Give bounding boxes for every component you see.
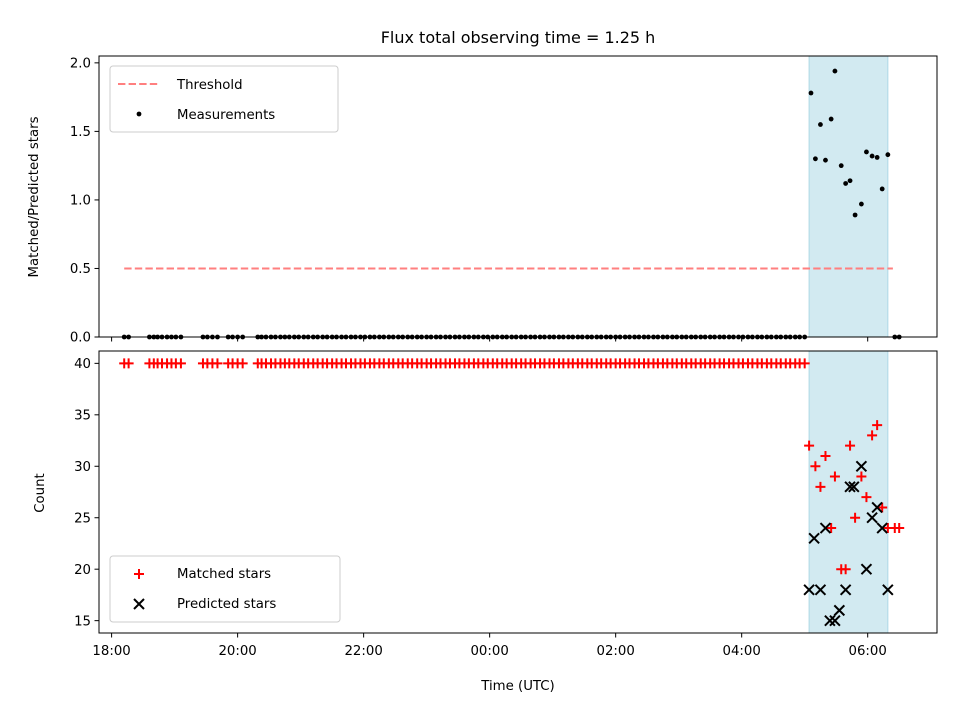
measurement-point	[823, 157, 828, 163]
x-tick-label: 02:00	[596, 644, 634, 659]
measurement-point	[843, 181, 849, 186]
legend-predicted-label: Predicted stars	[177, 597, 276, 612]
predicted-star-marker	[829, 614, 841, 627]
count-y-axis-label: Count	[33, 473, 48, 513]
matched-star-marker	[867, 430, 878, 441]
predicted-star-marker	[860, 563, 873, 575]
matched-star-marker	[826, 523, 837, 534]
axes-frame	[98, 55, 938, 338]
measurement-point	[808, 90, 814, 96]
matched-star-marker	[872, 420, 883, 431]
observing-window-shade	[808, 55, 889, 338]
count-legend-box	[109, 555, 341, 623]
measurement-point	[838, 163, 844, 169]
matched-star-marker	[799, 358, 810, 369]
matched-star-marker	[212, 358, 223, 369]
matched-star-marker	[850, 512, 861, 523]
predicted-star-marker	[866, 512, 878, 524]
legend-matched-label: Matched stars	[177, 567, 271, 582]
predicted-star-marker	[133, 598, 145, 610]
legend-measurement-swatch	[136, 111, 142, 117]
measurement-point	[869, 153, 875, 159]
matched-star-marker	[810, 461, 821, 472]
measurement-point	[832, 68, 838, 74]
predicted-star-marker	[803, 584, 815, 596]
predicted-star-marker	[844, 481, 856, 493]
axes-frame	[98, 350, 938, 634]
x-tick-label: 06:00	[849, 644, 887, 659]
y-tick-label: 25	[74, 511, 91, 526]
predicted-star-marker	[824, 614, 836, 627]
chart-title: Flux total observing time = 1.25 h	[381, 28, 656, 47]
predicted-star-marker	[876, 522, 888, 534]
y-tick-label: 35	[74, 409, 91, 424]
matched-star-marker	[894, 523, 905, 534]
measurement-point	[858, 201, 864, 207]
y-tick-label: 30	[74, 460, 91, 475]
matched-star-marker	[856, 471, 867, 482]
x-tick-label: 20:00	[218, 644, 256, 659]
x-tick-label: 04:00	[723, 644, 761, 659]
measurement-point	[812, 156, 818, 162]
x-tick-label: 22:00	[344, 644, 382, 659]
y-tick-label: 2.0	[70, 57, 91, 72]
measurement-point	[852, 212, 858, 218]
measurement-point	[885, 152, 891, 158]
matched-star-marker	[861, 492, 872, 503]
count-panel: 15 20 25 30 35 40 18:00 20:00 22:00 00:00 02:00 04:…	[74, 350, 938, 659]
matched-star-marker	[237, 358, 248, 369]
matched-star-marker	[829, 471, 840, 482]
x-axis-label: Time (UTC)	[480, 679, 555, 694]
measurement-point	[879, 186, 885, 192]
y-tick-label: 1.5	[70, 125, 91, 140]
y-tick-label: 20	[74, 563, 91, 578]
x-tick-label: 18:00	[92, 644, 130, 659]
x-tick-label: 00:00	[470, 644, 508, 659]
matched-star-marker	[804, 440, 815, 451]
y-tick-label: 1.0	[70, 194, 91, 209]
matched-star-marker	[123, 358, 134, 369]
ratio-y-axis-label: Matched/Predicted stars	[27, 116, 42, 277]
measurement-point	[818, 122, 823, 127]
ratio-panel: 0.0 0.5 1.0 1.5 2.0 Threshold Measurements	[70, 55, 938, 346]
predicted-star-marker	[855, 460, 868, 472]
y-tick-label: 0.5	[70, 262, 91, 277]
predicted-star-marker	[819, 522, 832, 534]
predicted-star-marker	[808, 532, 820, 545]
matched-star-marker	[134, 569, 144, 579]
predicted-star-marker	[833, 604, 846, 617]
y-tick-label: 0.0	[70, 331, 91, 346]
y-tick-label: 40	[74, 357, 91, 372]
legend-threshold-label: Threshold	[176, 78, 243, 93]
matched-star-marker	[815, 481, 826, 492]
matched-star-marker	[845, 440, 856, 451]
measurement-point	[864, 149, 869, 155]
measurement-point	[847, 178, 853, 184]
predicted-star-marker	[839, 584, 852, 596]
y-tick-label: 15	[74, 614, 91, 629]
predicted-star-marker	[882, 584, 894, 596]
legend-measurement-label: Measurements	[177, 108, 275, 123]
matched-star-marker	[840, 564, 851, 575]
matched-star-marker	[175, 358, 186, 369]
predicted-star-marker	[871, 501, 883, 514]
measurement-point	[828, 116, 834, 122]
measurement-point	[874, 155, 880, 160]
matched-star-marker	[820, 450, 831, 461]
matched-star-marker	[877, 502, 888, 513]
predicted-star-marker	[848, 481, 860, 493]
predicted-star-marker	[814, 584, 827, 596]
ratio-legend-box	[109, 65, 339, 133]
